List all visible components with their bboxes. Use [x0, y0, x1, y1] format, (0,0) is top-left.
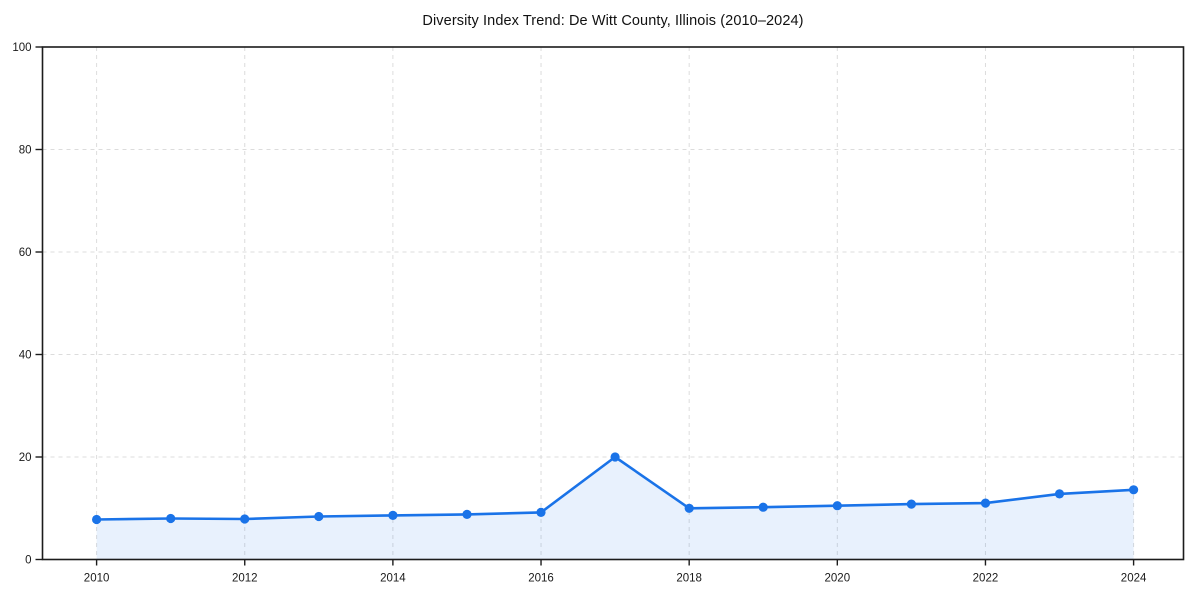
data-point — [684, 503, 694, 513]
x-tick-label: 2012 — [232, 573, 258, 585]
y-tick-label: 20 — [19, 452, 32, 464]
data-point — [758, 502, 768, 512]
x-tick-label: 2024 — [1121, 573, 1147, 585]
data-point — [166, 513, 176, 524]
data-point — [536, 507, 546, 517]
data-point — [1129, 485, 1139, 495]
y-tick-label: 100 — [12, 42, 31, 54]
x-tick-label: 2014 — [380, 573, 406, 585]
y-tick-label: 60 — [19, 247, 32, 259]
series-area-fill — [96, 457, 1134, 560]
data-point — [1054, 489, 1065, 499]
data-point — [610, 452, 620, 462]
x-tick-label: 2016 — [528, 573, 554, 585]
chart-title: Diversity Index Trend: De Witt County, I… — [422, 13, 804, 29]
x-tick-label: 2020 — [825, 573, 851, 585]
data-point — [240, 514, 250, 524]
data-point — [462, 509, 472, 519]
data-point — [906, 499, 917, 509]
y-tick-label: 80 — [19, 145, 32, 157]
series-markers — [92, 452, 1139, 525]
data-point — [980, 498, 991, 508]
data-point — [92, 514, 102, 525]
data-point — [832, 501, 842, 511]
y-tick-label: 40 — [19, 350, 32, 362]
x-tick-label: 2010 — [84, 573, 110, 585]
y-tick-label: 0 — [25, 555, 31, 567]
tick-marks — [35, 46, 1135, 566]
plot-border — [41, 46, 1185, 561]
x-tick-label: 2022 — [973, 573, 999, 585]
data-point — [388, 510, 398, 520]
tick-labels: 0 20 40 60 80 100 2010 2012 2014 2016 2018 2020 2022… — [12, 42, 1147, 585]
data-point — [314, 511, 324, 522]
x-tick-label: 2018 — [676, 573, 702, 585]
